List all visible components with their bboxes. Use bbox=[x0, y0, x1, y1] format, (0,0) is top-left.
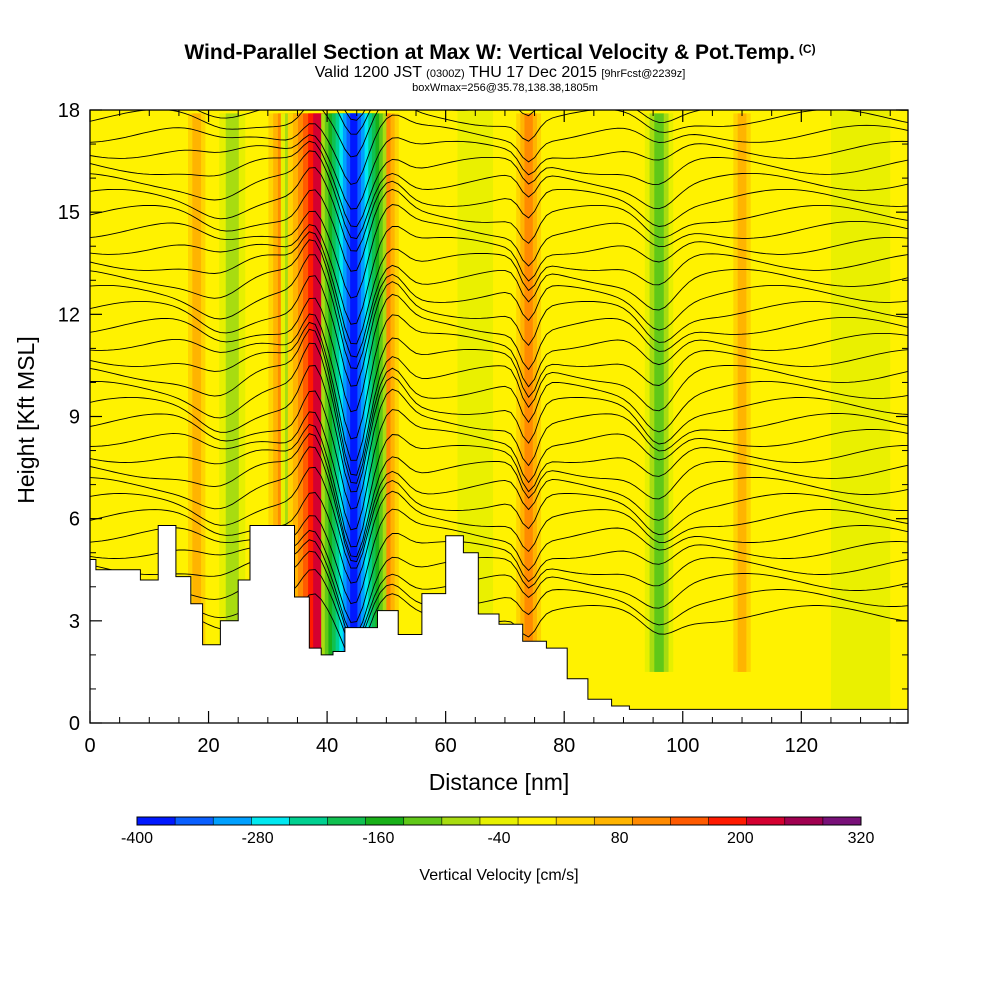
theta-contour-line bbox=[90, 539, 908, 635]
x-tick-label: 100 bbox=[666, 735, 699, 757]
colorbar-tick-label: 80 bbox=[611, 830, 629, 847]
theta-contour-line bbox=[195, 110, 908, 135]
y-tick-label: 18 bbox=[58, 100, 80, 122]
colorbar-swatch bbox=[403, 817, 443, 825]
colorbar-swatch bbox=[822, 817, 862, 825]
chart-subtitle-2: boxWmax=256@35.78,138.38,1805m bbox=[412, 82, 598, 94]
theta-contour-line bbox=[90, 188, 908, 272]
colorbar: -400 -280 -160 -40 80 200 320 bbox=[121, 816, 875, 847]
colorbar-swatch bbox=[784, 817, 824, 825]
x-tick-label: 120 bbox=[785, 735, 818, 757]
field-band bbox=[830, 110, 891, 723]
theta-contour-line bbox=[90, 313, 908, 440]
theta-contour-line bbox=[90, 254, 908, 369]
theta-contour-line bbox=[90, 490, 908, 584]
colorbar-tick-label: 200 bbox=[727, 830, 754, 847]
colorbar-swatch bbox=[556, 817, 595, 825]
theta-contour-line bbox=[90, 446, 908, 563]
colorbar-label: Vertical Velocity [cm/s] bbox=[419, 867, 578, 884]
colorbar-swatch bbox=[137, 817, 176, 825]
velocity-column bbox=[313, 113, 324, 672]
chart-title: Wind-Parallel Section at Max W: Vertical… bbox=[184, 41, 816, 64]
colorbar-swatch bbox=[365, 817, 405, 825]
y-tick-label: 3 bbox=[69, 611, 80, 633]
x-axis-label: Distance [nm] bbox=[429, 769, 570, 795]
theta-contour-line bbox=[90, 110, 908, 158]
title-block: Wind-Parallel Section at Max W: Vertical… bbox=[0, 38, 1000, 94]
colorbar-tick-label: 320 bbox=[848, 830, 875, 847]
colorbar-swatch bbox=[441, 817, 481, 825]
theta-contour-line bbox=[90, 167, 908, 252]
x-tick-label: 80 bbox=[553, 735, 575, 757]
theta-contour-line bbox=[90, 140, 908, 228]
theta-contour-line bbox=[90, 231, 908, 345]
y-tick-label: 9 bbox=[69, 407, 80, 429]
colorbar-frame bbox=[136, 816, 862, 826]
theta-contour-line bbox=[90, 466, 908, 569]
colorbar-swatch bbox=[251, 817, 290, 825]
theta-contour-line bbox=[90, 293, 908, 413]
colorbar-swatch bbox=[632, 817, 671, 825]
colorbar-swatch bbox=[327, 817, 366, 825]
terrain-profile bbox=[89, 525, 909, 724]
y-tick-label: 6 bbox=[69, 509, 80, 531]
theta-contour-line bbox=[90, 342, 908, 484]
theta-contour-line bbox=[90, 423, 908, 548]
y-axis-label: Height [Kft MSL] bbox=[13, 336, 39, 503]
theta-contour-line bbox=[90, 550, 908, 641]
theta-contour-line bbox=[90, 508, 908, 605]
colorbar-tick-label: -40 bbox=[487, 830, 510, 847]
x-tick-label: 40 bbox=[316, 735, 338, 757]
theta-contour-line bbox=[90, 134, 908, 210]
x-tick-label: 0 bbox=[84, 735, 95, 757]
colorbar-swatch bbox=[175, 817, 214, 825]
theta-contour-line bbox=[90, 114, 908, 185]
colorbar-swatch bbox=[213, 817, 252, 825]
y-tick-label: 15 bbox=[58, 202, 80, 224]
colorbar-tick-label: -400 bbox=[121, 830, 153, 847]
colorbar-swatch bbox=[746, 817, 786, 825]
velocity-column bbox=[737, 113, 747, 672]
y-tick-label: 0 bbox=[69, 713, 80, 735]
velocity-column bbox=[524, 113, 533, 672]
colorbar-tick-label: -280 bbox=[242, 830, 274, 847]
theta-contour-line bbox=[90, 150, 908, 240]
colorbar-swatch bbox=[518, 817, 557, 825]
theta-contour-line bbox=[90, 569, 908, 646]
chart-subtitle: Valid 1200 JST (0300Z) THU 17 Dec 2015 [… bbox=[314, 64, 686, 81]
theta-contour-line bbox=[90, 433, 908, 558]
colorbar-swatch bbox=[670, 817, 709, 825]
colorbar-tick-label: -160 bbox=[362, 830, 394, 847]
colorbar-swatch bbox=[594, 817, 633, 825]
y-tick-label: 12 bbox=[58, 304, 80, 326]
velocity-column bbox=[654, 113, 664, 672]
colorbar-swatch bbox=[289, 817, 328, 825]
theta-contour-line bbox=[90, 328, 908, 476]
theta-contours bbox=[90, 110, 908, 659]
x-tick-label: 60 bbox=[435, 735, 457, 757]
velocity-column bbox=[350, 113, 358, 672]
theta-contour-line bbox=[90, 409, 908, 531]
theta-contour-line bbox=[90, 365, 908, 493]
velocity-column bbox=[192, 113, 202, 672]
theta-contour-line bbox=[90, 321, 908, 461]
axes: 0 20 40 60 80 100 120 0 3 6 9 12 15 18 bbox=[58, 100, 908, 757]
terrain bbox=[89, 525, 909, 724]
theta-contour-line bbox=[90, 275, 908, 387]
field-band bbox=[593, 110, 654, 723]
theta-contour-line bbox=[90, 388, 908, 510]
velocity-column bbox=[225, 113, 239, 672]
colorbar-swatch bbox=[479, 817, 519, 825]
colorbar-swatch bbox=[708, 817, 747, 825]
theta-contour-line bbox=[90, 529, 908, 623]
theta-contour-line bbox=[90, 204, 908, 299]
theta-contour-line bbox=[90, 224, 908, 325]
theta-contour-line bbox=[90, 239, 908, 358]
x-tick-label: 20 bbox=[197, 735, 219, 757]
